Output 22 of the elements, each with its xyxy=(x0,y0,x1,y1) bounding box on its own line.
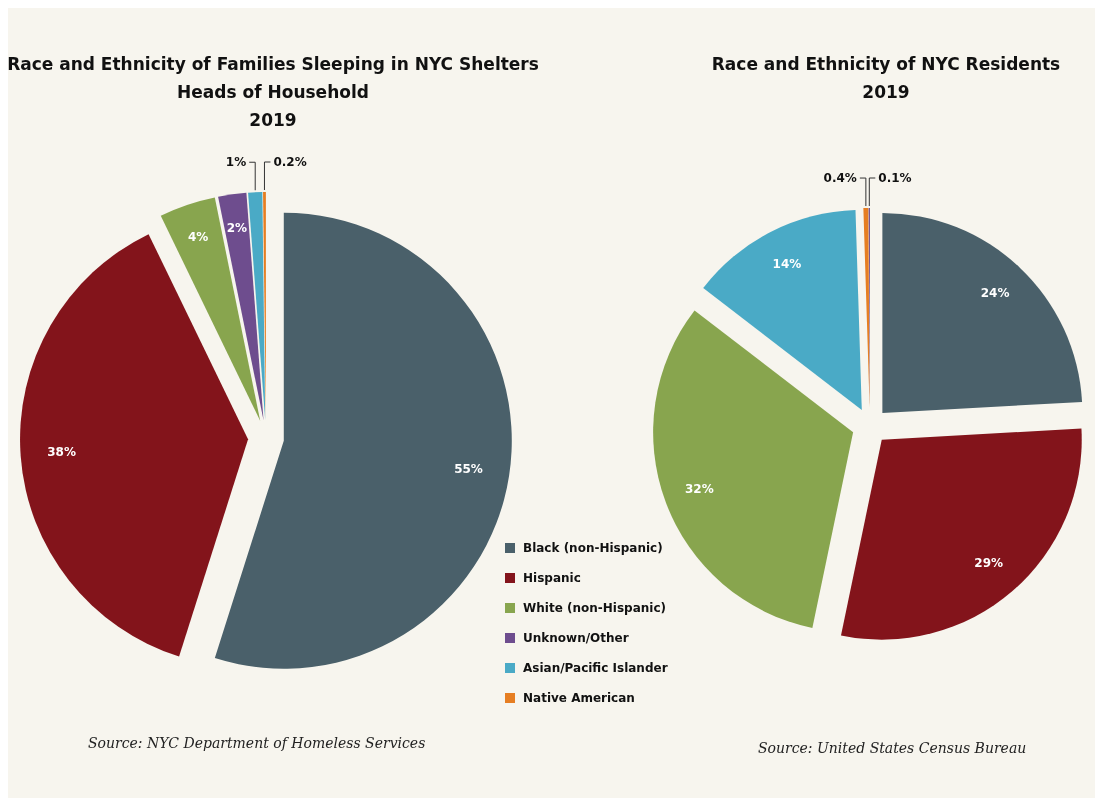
data-label: 38% xyxy=(47,445,76,460)
data-label: 1% xyxy=(225,154,247,169)
source-note: Source: NYC Department of Homeless Services xyxy=(88,735,426,751)
data-label: 4% xyxy=(187,229,209,244)
legend-label: White (non-Hispanic) xyxy=(523,600,666,615)
legend-label: Asian/Pacific Islander xyxy=(523,660,668,675)
legend-label: Native American xyxy=(523,690,635,705)
data-label: 0.1% xyxy=(878,170,912,185)
data-label: 32% xyxy=(684,481,714,496)
source-note: Source: United States Census Bureau xyxy=(758,740,1027,756)
chart-title: Race and Ethnicity of NYC Residents 2019 xyxy=(711,54,1061,102)
chart-title: Race and Ethnicity of Families Sleeping in NYC Shelters Heads of Household 2019 xyxy=(7,54,539,130)
data-label: 55% xyxy=(454,461,483,476)
data-label: 14% xyxy=(772,256,802,271)
legend-label: Black (non-Hispanic) xyxy=(523,540,663,555)
data-label: 24% xyxy=(980,286,1010,301)
data-label: 29% xyxy=(974,556,1004,571)
data-label: 2% xyxy=(226,220,248,235)
legend-label: Hispanic xyxy=(523,570,581,585)
legend-label: Unknown/Other xyxy=(523,630,629,645)
data-label: 0.4% xyxy=(823,170,857,185)
data-label: 0.2% xyxy=(273,154,307,169)
